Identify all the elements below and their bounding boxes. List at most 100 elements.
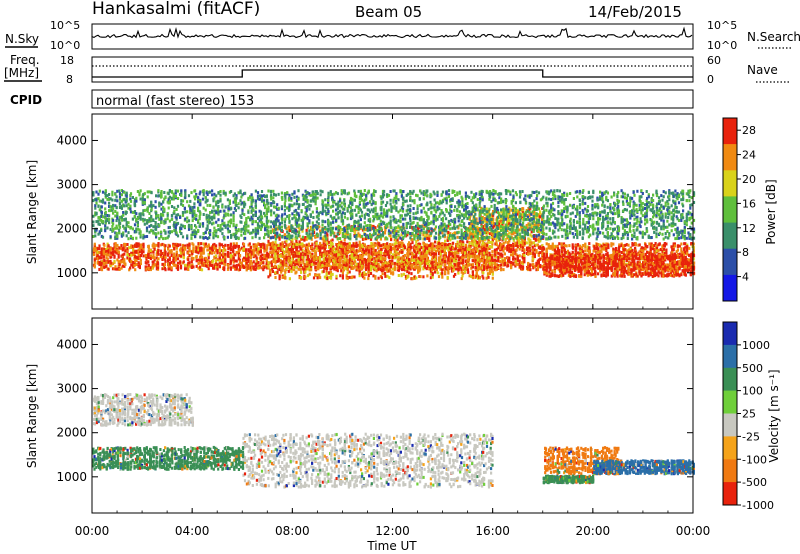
- heatmap-cell: [605, 244, 608, 248]
- heatmap-cell: [175, 266, 178, 270]
- heatmap-cell: [410, 265, 413, 269]
- heatmap-cell: [607, 243, 610, 247]
- heatmap-cell: [444, 246, 447, 250]
- heatmap-cell: [265, 248, 268, 252]
- heatmap-cell: [269, 245, 272, 248]
- heatmap-cell: [676, 244, 679, 248]
- heatmap-cell: [294, 263, 297, 267]
- heatmap-cell: [491, 253, 494, 257]
- heatmap-cell: [106, 257, 109, 261]
- heatmap-cell: [218, 246, 221, 250]
- heatmap-cell: [311, 252, 314, 256]
- heatmap-cell: [367, 270, 370, 274]
- heatmap-cell: [420, 252, 423, 256]
- heatmap-cell: [261, 257, 264, 260]
- heatmap-cell: [283, 257, 286, 261]
- heatmap-cell: [357, 262, 360, 266]
- heatmap-cell: [352, 242, 355, 246]
- heatmap-cell: [393, 261, 396, 265]
- heatmap-cell: [556, 245, 559, 249]
- heatmap-cell: [257, 249, 260, 253]
- heatmap-cell: [340, 247, 343, 251]
- heatmap-cell: [361, 267, 364, 271]
- heatmap-cell: [96, 254, 99, 258]
- heatmap-cell: [123, 246, 126, 250]
- heatmap-cell: [397, 261, 400, 265]
- heatmap-cell: [388, 243, 392, 246]
- heatmap-cell: [453, 247, 456, 251]
- heatmap-cell: [419, 267, 422, 271]
- heatmap-cell: [624, 248, 627, 252]
- heatmap-cell: [251, 252, 254, 256]
- heatmap-cell: [452, 241, 455, 245]
- heatmap-cell: [537, 251, 540, 255]
- heatmap-cell: [495, 247, 498, 251]
- heatmap-cell: [153, 258, 156, 262]
- heatmap-cell: [462, 264, 465, 268]
- heatmap-cell: [170, 250, 173, 254]
- heatmap-cell: [401, 250, 404, 254]
- heatmap-cell: [588, 257, 591, 260]
- heatmap-cell: [452, 246, 455, 250]
- heatmap-cell: [267, 265, 270, 269]
- heatmap-cell: [462, 258, 465, 262]
- heatmap-cell: [222, 249, 225, 252]
- heatmap-cell: [402, 262, 405, 266]
- heatmap-cell: [299, 267, 302, 271]
- heatmap-cell: [503, 259, 506, 263]
- heatmap-cell: [447, 248, 450, 252]
- heatmap-cell: [531, 259, 534, 263]
- heatmap-cell: [493, 263, 496, 267]
- heatmap-cell: [103, 259, 106, 262]
- heatmap-cell: [441, 246, 444, 249]
- heatmap-cell: [167, 265, 170, 269]
- heatmap-cell: [373, 242, 376, 246]
- heatmap-cell: [175, 250, 178, 254]
- heatmap-cell: [287, 269, 290, 273]
- heatmap-cell: [294, 245, 297, 249]
- heatmap-cell: [545, 242, 548, 246]
- heatmap-cell: [123, 252, 126, 256]
- heatmap-cell: [235, 242, 238, 246]
- heatmap-cell: [168, 262, 171, 265]
- heatmap-cell: [592, 260, 595, 264]
- heatmap-cell: [348, 250, 351, 254]
- heatmap-cell: [422, 255, 425, 259]
- heatmap-cell: [357, 243, 360, 247]
- heatmap-cell: [516, 258, 519, 262]
- heatmap-cell: [262, 246, 265, 250]
- heatmap-cell: [269, 273, 272, 277]
- heatmap-cell: [662, 247, 666, 251]
- heatmap-cell: [393, 250, 396, 254]
- heatmap-cell: [332, 245, 335, 249]
- heatmap-cell: [271, 253, 274, 256]
- heatmap-cell: [257, 266, 260, 270]
- heatmap-cell: [388, 276, 391, 280]
- heatmap-cell: [232, 249, 235, 252]
- heatmap-cell: [537, 258, 540, 262]
- heatmap-cell: [401, 256, 404, 260]
- heatmap-cell: [312, 276, 316, 280]
- heatmap-cell: [325, 260, 329, 264]
- heatmap-cell: [342, 267, 345, 271]
- heatmap-cell: [103, 248, 106, 251]
- noise-left-tick-bottom: 10^0: [50, 39, 80, 52]
- heatmap-cell: [450, 257, 453, 261]
- heatmap-cell: [216, 263, 219, 267]
- freq-label-line2: [MHz]: [4, 66, 39, 80]
- heatmap-cell: [426, 274, 429, 278]
- heatmap-cell: [339, 259, 342, 263]
- heatmap-cell: [96, 250, 99, 254]
- heatmap-cell: [284, 270, 287, 274]
- heatmap-cell: [170, 260, 173, 264]
- heatmap-cell: [415, 251, 418, 255]
- heatmap-cell: [434, 251, 438, 255]
- heatmap-cell: [361, 260, 364, 264]
- heatmap-cell: [213, 256, 216, 260]
- heatmap-cell: [375, 252, 378, 256]
- heatmap-cell: [441, 268, 444, 272]
- heatmap-cell: [407, 243, 410, 247]
- heatmap-cell: [276, 251, 279, 255]
- heatmap-cell: [359, 263, 362, 267]
- heatmap-cell: [126, 247, 129, 251]
